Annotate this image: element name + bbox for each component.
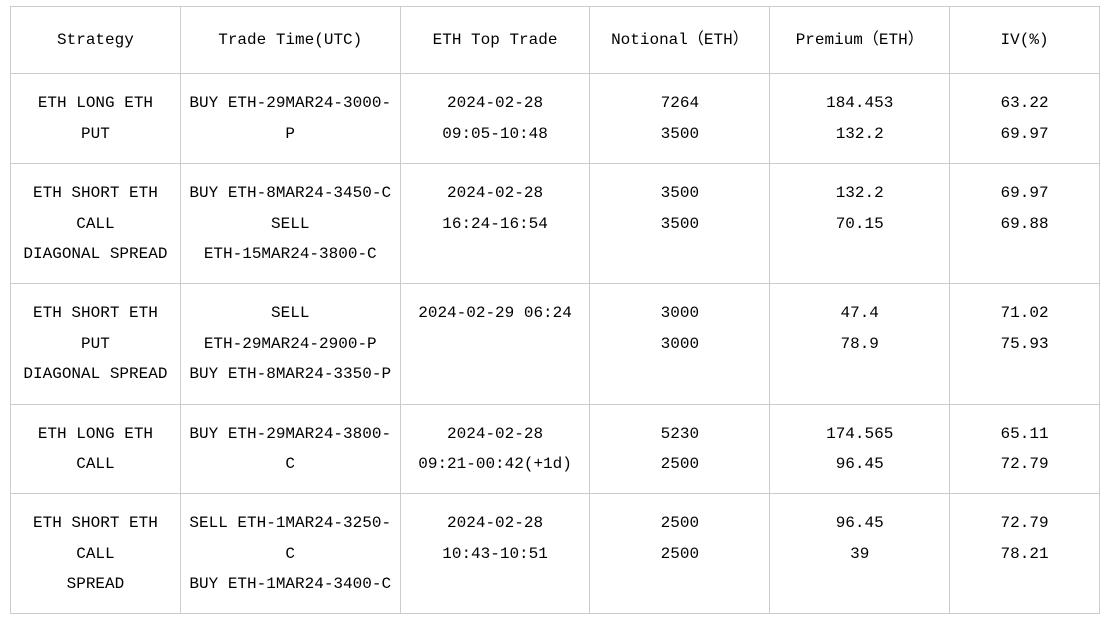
col-header-tradetime: Trade Time(UTC) (180, 7, 400, 74)
cell-notional: 5230 2500 (590, 404, 770, 494)
cell-premium: 174.565 96.45 (770, 404, 950, 494)
cell-premium: 47.4 78.9 (770, 284, 950, 404)
table-row: ETH LONG ETH PUT BUY ETH-29MAR24-3000-P … (11, 74, 1100, 164)
cell-toptrade: 2024-02-28 10:43-10:51 (400, 494, 590, 614)
col-header-premium: Premium（ETH） (770, 7, 950, 74)
col-header-toptrade: ETH Top Trade (400, 7, 590, 74)
cell-premium: 132.2 70.15 (770, 164, 950, 284)
cell-toptrade: 2024-02-28 16:24-16:54 (400, 164, 590, 284)
cell-iv: 63.22 69.97 (950, 74, 1100, 164)
table-row: ETH SHORT ETH PUT DIAGONAL SPREAD SELL E… (11, 284, 1100, 404)
cell-notional: 7264 3500 (590, 74, 770, 164)
cell-tradetime: BUY ETH-29MAR24-3000-P (180, 74, 400, 164)
cell-strategy: ETH SHORT ETH PUT DIAGONAL SPREAD (11, 284, 181, 404)
cell-strategy: ETH LONG ETH PUT (11, 74, 181, 164)
table-row: ETH SHORT ETH CALL SPREAD SELL ETH-1MAR2… (11, 494, 1100, 614)
col-header-strategy: Strategy (11, 7, 181, 74)
cell-strategy: ETH LONG ETH CALL (11, 404, 181, 494)
cell-iv: 72.79 78.21 (950, 494, 1100, 614)
cell-tradetime: SELL ETH-1MAR24-3250-C BUY ETH-1MAR24-34… (180, 494, 400, 614)
cell-tradetime: BUY ETH-29MAR24-3800-C (180, 404, 400, 494)
cell-iv: 69.97 69.88 (950, 164, 1100, 284)
table-row: ETH LONG ETH CALL BUY ETH-29MAR24-3800-C… (11, 404, 1100, 494)
cell-strategy: ETH SHORT ETH CALL DIAGONAL SPREAD (11, 164, 181, 284)
cell-notional: 3500 3500 (590, 164, 770, 284)
cell-premium: 184.453 132.2 (770, 74, 950, 164)
trades-table: Strategy Trade Time(UTC) ETH Top Trade N… (10, 6, 1100, 614)
cell-iv: 65.11 72.79 (950, 404, 1100, 494)
table-row: ETH SHORT ETH CALL DIAGONAL SPREAD BUY E… (11, 164, 1100, 284)
cell-toptrade: 2024-02-28 09:21-00:42(+1d) (400, 404, 590, 494)
table-header-row: Strategy Trade Time(UTC) ETH Top Trade N… (11, 7, 1100, 74)
cell-notional: 3000 3000 (590, 284, 770, 404)
cell-iv: 71.02 75.93 (950, 284, 1100, 404)
col-header-iv: IV(%) (950, 7, 1100, 74)
cell-tradetime: SELL ETH-29MAR24-2900-P BUY ETH-8MAR24-3… (180, 284, 400, 404)
cell-strategy: ETH SHORT ETH CALL SPREAD (11, 494, 181, 614)
trades-table-wrapper: Strategy Trade Time(UTC) ETH Top Trade N… (0, 0, 1110, 620)
col-header-notional: Notional（ETH） (590, 7, 770, 74)
cell-toptrade: 2024-02-28 09:05-10:48 (400, 74, 590, 164)
cell-toptrade: 2024-02-29 06:24 (400, 284, 590, 404)
cell-premium: 96.45 39 (770, 494, 950, 614)
cell-tradetime: BUY ETH-8MAR24-3450-C SELL ETH-15MAR24-3… (180, 164, 400, 284)
cell-notional: 2500 2500 (590, 494, 770, 614)
